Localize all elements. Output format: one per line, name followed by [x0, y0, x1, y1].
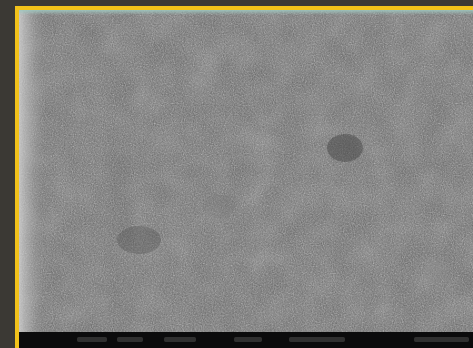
sem-info-bar — [19, 332, 473, 348]
micrograph-panel — [15, 6, 473, 348]
sem-micrograph — [19, 10, 473, 348]
